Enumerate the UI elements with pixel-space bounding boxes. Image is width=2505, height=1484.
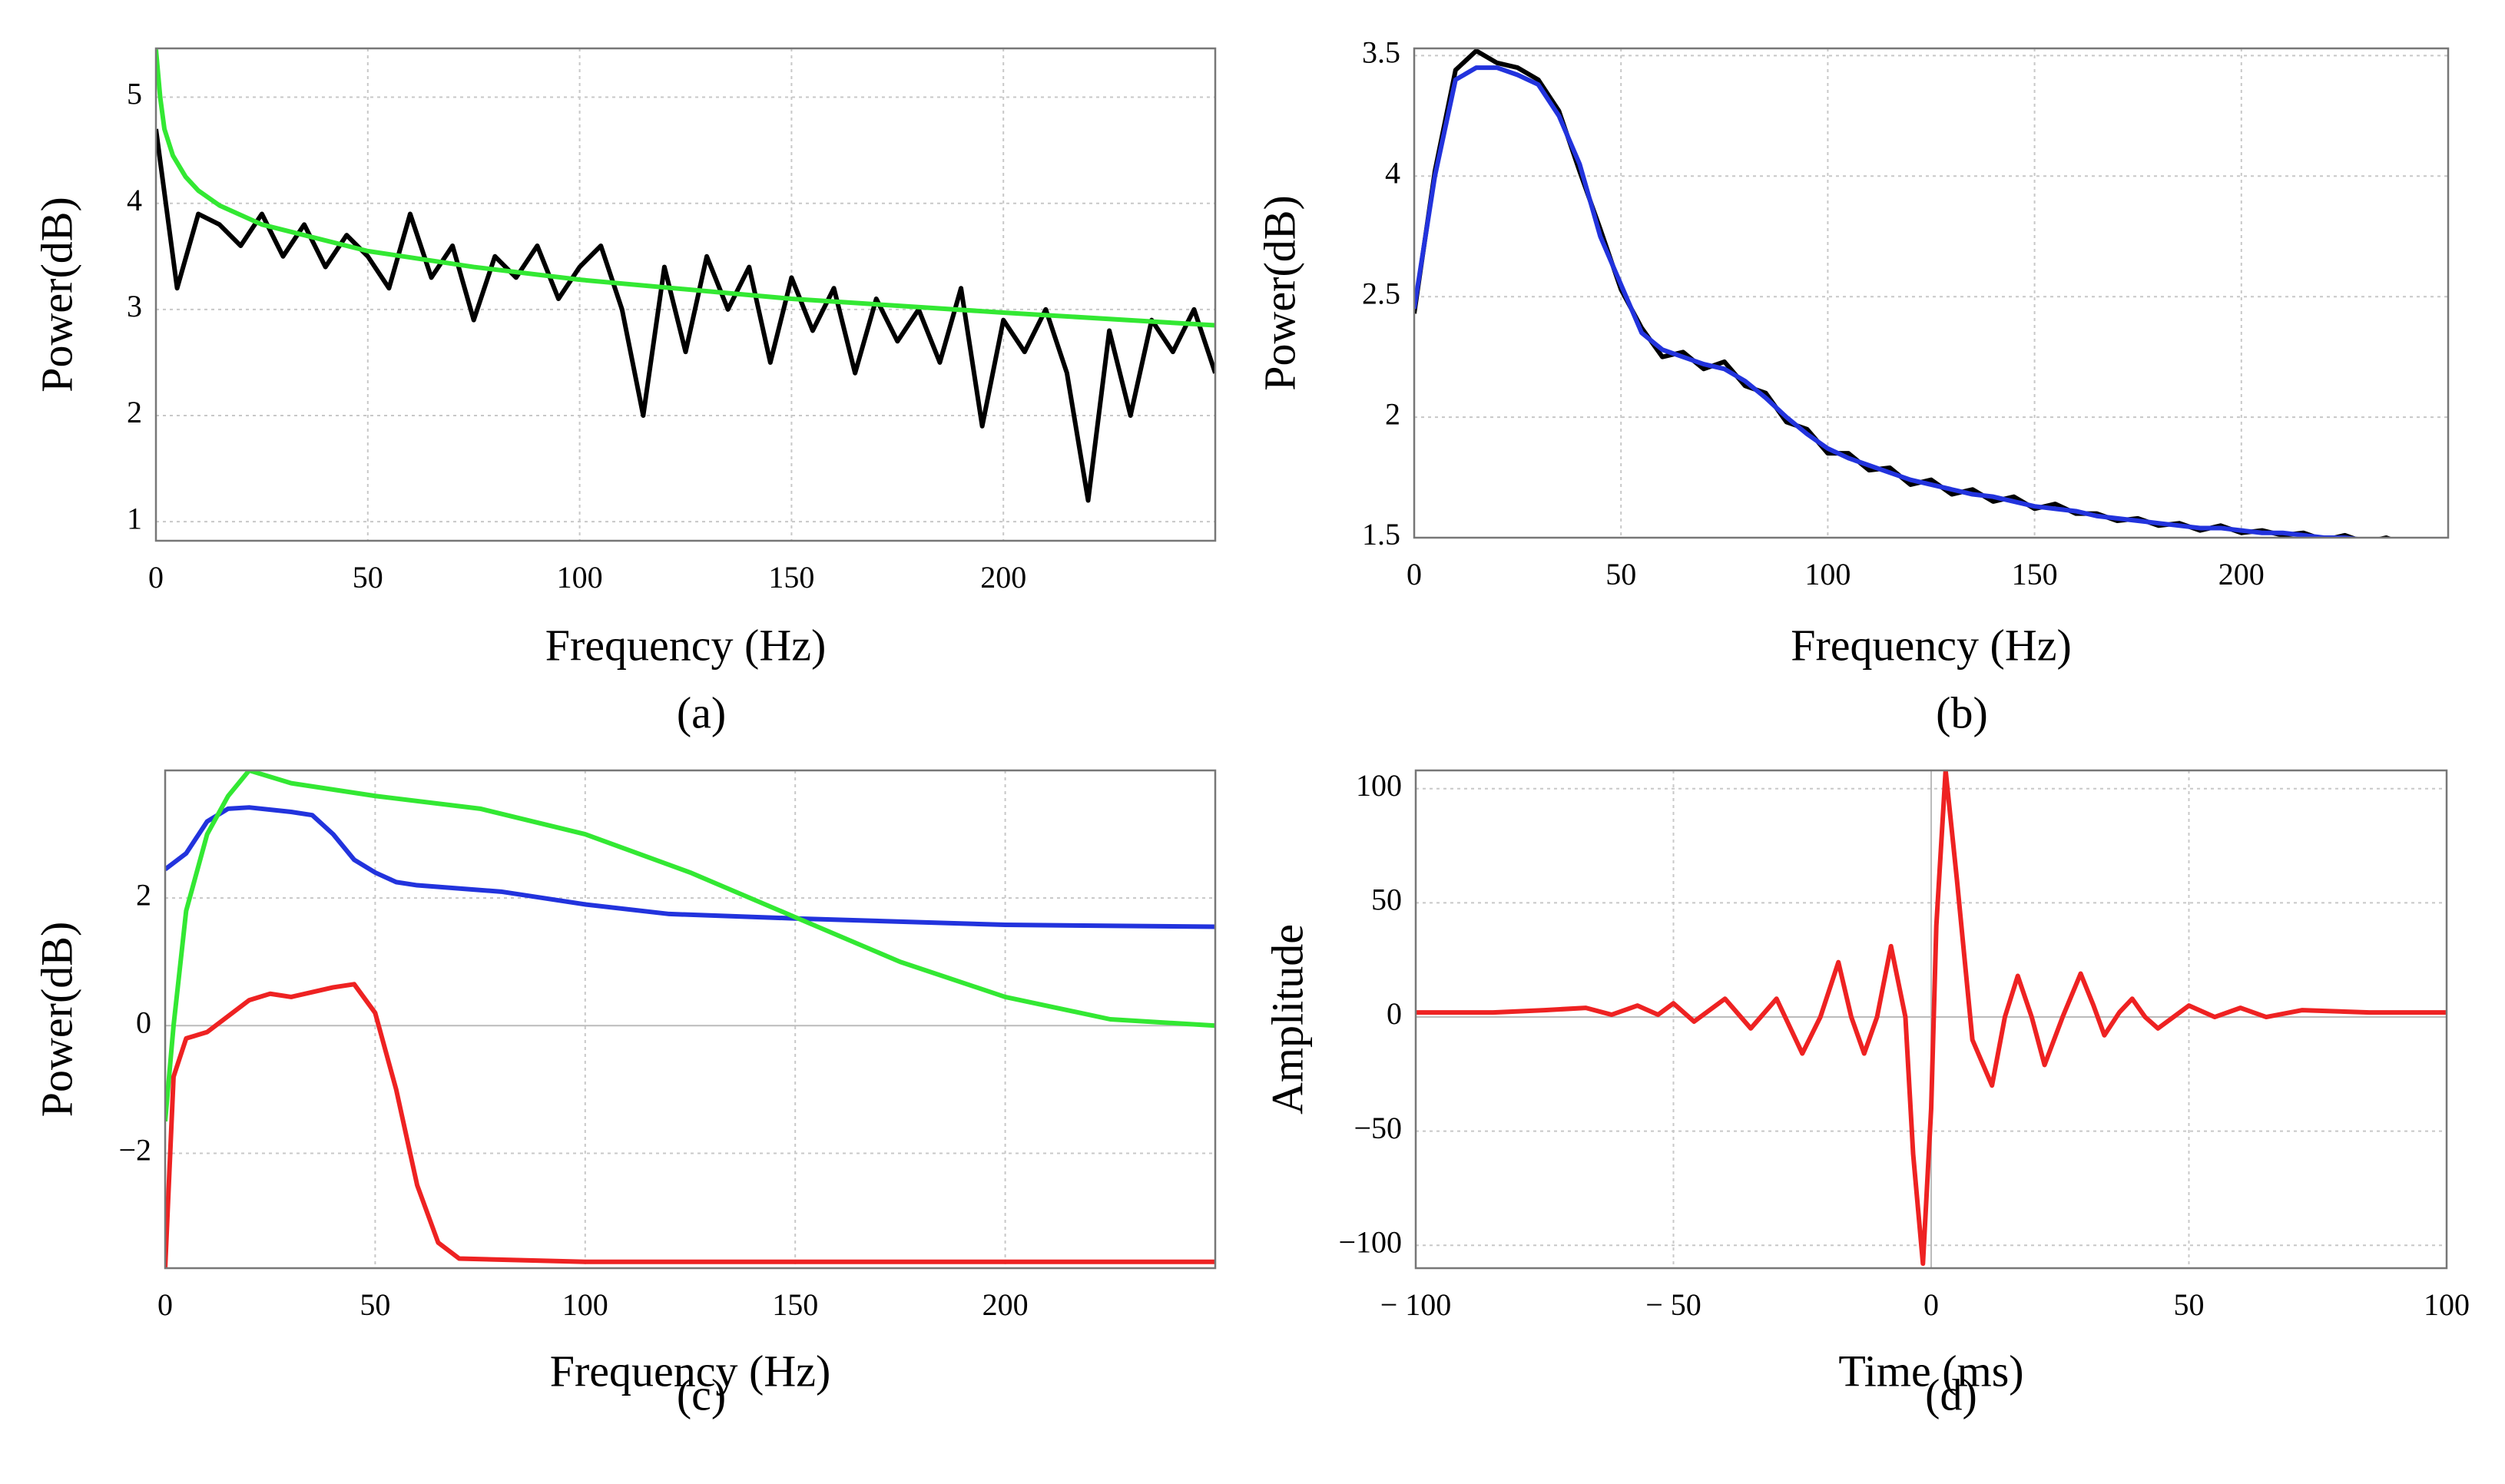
caption: (b) [1936,687,1988,737]
plot-area [156,49,1215,503]
x-tick-label: 50 [1605,557,1636,591]
x-axis-label: Frequency (Hz) [545,620,827,670]
x-tick-label: 50 [2174,1287,2205,1322]
y-tick-label: 1.5 [1362,517,1400,552]
x-tick-label: − 100 [1380,1287,1452,1322]
caption: (a) [677,687,726,737]
plot-frame [1414,769,2448,1270]
y-tick-label: 0 [1387,996,1402,1031]
y-tick-label: 2.5 [1362,276,1400,310]
x-tick-label: 50 [360,1287,390,1322]
x-tick-label: 0 [1923,1287,1939,1322]
data-line [156,128,1215,503]
x-tick-label: 0 [157,1287,173,1322]
data-line [165,805,1215,929]
plot-area [165,770,1215,1268]
y-axis-label: Amplitude [1262,924,1312,1115]
x-axis-label: Time (ms) [1838,1346,2023,1396]
data-line [1416,770,2447,1267]
y-tick-label: −100 [1338,1224,1402,1259]
y-tick-label: 3 [127,289,142,323]
y-tick-label: −2 [118,1133,151,1168]
x-tick-label: 100 [1804,557,1851,591]
data-line [1414,65,2365,538]
x-tick-label: 150 [768,560,814,595]
x-tick-label: 0 [148,560,164,595]
caption: (c) [677,1370,726,1419]
y-tick-label: 5 [127,77,142,111]
x-tick-label: 100 [557,560,603,595]
x-tick-label: 100 [562,1287,608,1322]
y-tick-label: 1 [127,501,142,535]
x-tick-label: 150 [772,1287,818,1322]
data-line [156,49,1215,328]
y-axis-label: Power(dB) [31,922,81,1118]
y-tick-label: 2 [1385,396,1400,431]
plot-area [1414,48,2394,538]
plot-frame [164,769,1217,1270]
caption: (d) [1925,1370,1977,1419]
y-tick-label: 3.5 [1362,35,1400,70]
plot-frame [1413,47,2450,539]
data-line [165,770,1215,1122]
x-tick-label: 200 [982,1287,1029,1322]
x-tick-label: 200 [980,560,1026,595]
x-tick-label: 150 [2012,557,2058,591]
data-line [1414,48,2394,538]
y-tick-label: 2 [136,877,151,912]
plot-area [1416,770,2447,1267]
x-axis-label: Frequency (Hz) [1791,620,2072,670]
x-axis-label: Frequency (Hz) [550,1346,831,1396]
y-tick-label: 0 [136,1005,151,1039]
x-tick-label: 50 [353,560,383,595]
x-tick-label: 100 [2424,1287,2470,1322]
x-tick-label: − 50 [1645,1287,1701,1322]
y-axis-label: Power(dB) [1254,195,1304,391]
x-tick-label: 0 [1407,557,1422,591]
y-axis-label: Power(dB) [31,197,81,393]
y-tick-label: 2 [127,395,142,429]
data-line [165,982,1215,1268]
y-tick-label: 4 [1385,155,1400,190]
y-tick-label: −50 [1354,1111,1402,1145]
y-tick-label: 50 [1371,883,1402,917]
plot-frame [154,47,1217,542]
y-tick-label: 100 [1356,768,1402,803]
x-tick-label: 200 [2218,557,2265,591]
y-tick-label: 4 [127,183,142,217]
